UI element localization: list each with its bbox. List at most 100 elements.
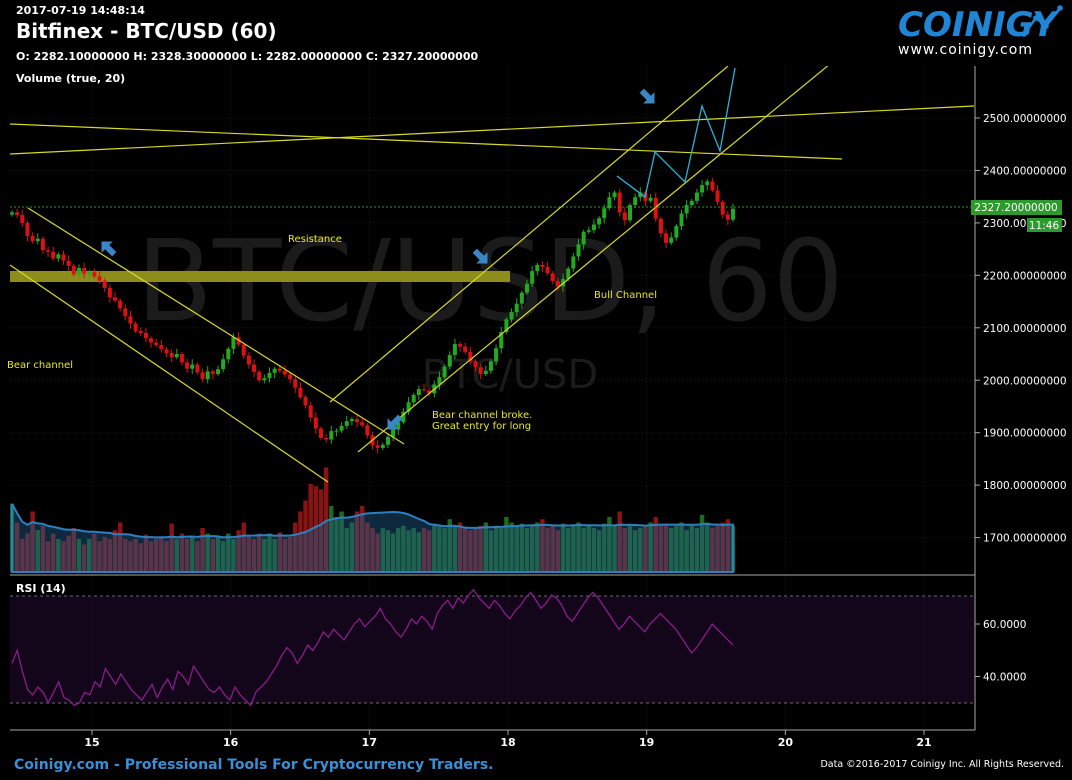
- volume-bar: [246, 536, 252, 572]
- candle-body: [246, 355, 251, 365]
- candle-body: [190, 364, 195, 369]
- candle-body: [694, 192, 699, 201]
- volume-bar: [560, 523, 566, 572]
- volume-bar: [669, 528, 674, 572]
- candle-body: [179, 354, 184, 363]
- candle-body: [391, 429, 396, 437]
- arrows: [101, 88, 655, 430]
- volume-bar: [468, 530, 473, 572]
- candle-body: [628, 205, 632, 221]
- annotation-resistance: Resistance: [288, 234, 342, 245]
- volume-bar: [705, 522, 710, 572]
- volume-bar: [200, 528, 205, 572]
- volume-bars: [10, 467, 736, 572]
- candle-body: [221, 359, 226, 370]
- candle-body: [334, 430, 339, 432]
- candle-body: [118, 300, 123, 309]
- volume-bar: [71, 528, 76, 572]
- candle-body: [97, 276, 102, 281]
- volume-bar: [622, 528, 628, 572]
- candle-body: [174, 354, 179, 358]
- volume-bar: [293, 522, 298, 572]
- volume-bar: [323, 467, 329, 572]
- rsi-label: RSI (14): [16, 582, 66, 595]
- volume-bar: [251, 539, 257, 572]
- candle-body: [514, 303, 519, 313]
- candle-body: [159, 345, 164, 350]
- candle-body: [385, 436, 390, 445]
- volume-bar: [689, 525, 694, 572]
- time-tick-label: 16: [223, 736, 239, 749]
- time-tick-label: 18: [500, 736, 515, 749]
- volume-bar: [339, 511, 344, 572]
- volume-bar: [591, 528, 597, 572]
- time-tick-label: 21: [916, 736, 931, 749]
- candle-body: [581, 231, 586, 245]
- candle-body: [427, 390, 432, 394]
- volume-bar: [45, 541, 51, 572]
- timestamp: 2017-07-19 14:48:14: [16, 4, 145, 17]
- footer-tagline[interactable]: Coinigy.com - Professional Tools For Cry…: [14, 757, 493, 773]
- candle-body: [586, 230, 591, 232]
- candle-body: [540, 264, 545, 267]
- volume-bar: [184, 539, 190, 572]
- candle-body: [298, 387, 303, 398]
- ascending-line: [10, 105, 975, 155]
- candle-body: [633, 197, 638, 206]
- volume-bar: [81, 544, 87, 572]
- descending-line: [10, 123, 843, 160]
- volume-bar: [195, 541, 200, 572]
- volume-bar: [215, 536, 221, 572]
- volume-bar: [123, 539, 128, 572]
- candle-body: [396, 422, 401, 430]
- volume-bar: [56, 539, 61, 572]
- candle-body: [519, 292, 524, 304]
- candle-body: [375, 445, 380, 448]
- volume-bar: [308, 484, 313, 572]
- candle-body: [550, 273, 555, 282]
- logo-node-1: [1021, 31, 1027, 37]
- volume-bar: [257, 533, 262, 572]
- volume-bar: [627, 525, 633, 572]
- volume-bar: [205, 533, 210, 572]
- volume-bar: [571, 525, 576, 572]
- candle-body: [684, 205, 689, 214]
- volume-bar: [504, 517, 509, 572]
- candle-body: [653, 197, 658, 219]
- volume-bar: [61, 541, 66, 572]
- candle-body: [545, 266, 550, 274]
- candle-body: [10, 212, 14, 215]
- candle-body: [710, 181, 715, 191]
- volume-bar: [154, 539, 159, 572]
- volume-bar: [720, 522, 725, 572]
- logo-node-2: [1033, 15, 1039, 21]
- volume-bar: [483, 522, 488, 572]
- volume-bar: [401, 525, 406, 572]
- price-axis-labels: 2500.000000002400.000000002300.000000002…: [975, 113, 1067, 545]
- candle-body: [20, 215, 25, 223]
- volume-bar: [169, 523, 174, 572]
- volume-bar: [375, 533, 380, 572]
- volume-bar: [231, 539, 236, 572]
- volume-bar: [220, 541, 226, 572]
- volume-bar: [452, 525, 458, 572]
- candle-body: [689, 200, 694, 206]
- price-tick-label: 1900.00000000: [983, 428, 1067, 440]
- volume-bar: [128, 541, 133, 572]
- candle-body: [483, 370, 488, 374]
- volume-bar: [97, 541, 102, 572]
- candle-body: [107, 287, 112, 298]
- candle-body: [138, 330, 143, 334]
- volume-bar: [643, 525, 648, 572]
- candle-body: [622, 212, 627, 221]
- volume-bar: [277, 532, 282, 572]
- volume-bar: [226, 533, 231, 572]
- candle-body: [216, 369, 220, 374]
- trendlines: [10, 66, 975, 483]
- volume-bar: [550, 525, 555, 572]
- volume-bar: [102, 536, 107, 572]
- candle-body: [705, 181, 710, 186]
- candle-body: [715, 190, 720, 202]
- volume-bar: [313, 486, 319, 572]
- candle-body: [303, 397, 308, 406]
